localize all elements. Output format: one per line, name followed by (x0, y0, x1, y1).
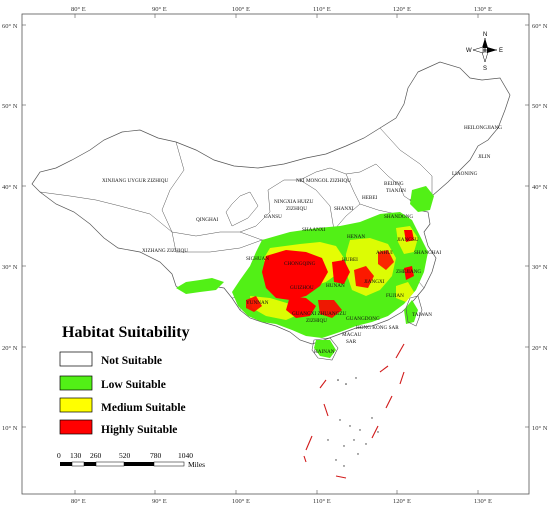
label-xizang: XIZHANG ZIZHIQU (142, 248, 188, 254)
label-gansu: GANSU (264, 214, 282, 220)
legend-label-medium-suitable: Medium Suitable (101, 402, 186, 414)
label-shandong: SHANDONG (384, 214, 413, 220)
tick-right-40: 40° N (532, 184, 548, 191)
tick-bottom-100: 100° E (232, 498, 250, 505)
legend-swatch-highly-suitable (59, 419, 93, 435)
tick-top-80: 80° E (71, 6, 86, 13)
hainan-outline (311, 337, 339, 361)
tick-left-20: 20° N (2, 345, 18, 352)
label-jiangxi: JIANGXI (364, 279, 385, 285)
tick-left-10: 10° N (2, 425, 18, 432)
taiwan-outline (405, 295, 423, 327)
south-china-sea-dashes (303, 343, 405, 479)
label-fujian: FUJIAN (386, 293, 404, 299)
tick-top-120: 120° E (393, 6, 411, 13)
label-macau-a: MACAU (342, 332, 362, 338)
frame-tick-marks (22, 14, 529, 494)
label-hongkong: HONG KONG SAR (356, 325, 399, 331)
tick-top-100: 100° E (232, 6, 250, 13)
scale-tick-780: 780 (150, 451, 162, 460)
scale-tick-520: 520 (119, 451, 131, 460)
label-heilongjiang: HEILONGJIANG (464, 125, 502, 131)
tick-bottom-80: 80° E (71, 498, 86, 505)
tick-right-10: 10° N (532, 425, 548, 432)
label-ningxia-b: ZIZHIQU (286, 206, 307, 212)
tick-left-40: 40° N (2, 184, 18, 191)
compass-e: E (499, 48, 503, 54)
tick-bottom-110: 110° E (313, 498, 331, 505)
label-neimongol: NEI MONGOL ZIZHIQU (296, 178, 351, 184)
legend-swatch-low-suitable (59, 375, 93, 391)
label-hebei: HEBEI (362, 195, 378, 201)
scale-tick-130: 130 (70, 451, 82, 460)
label-shaanxi: SHAANXI (302, 227, 326, 233)
label-qinghai: QINGHAI (196, 217, 218, 223)
tick-bottom-120: 120° E (393, 498, 411, 505)
label-xinjiang: XINJIANG UYGUR ZIZHIQU (102, 178, 169, 184)
tick-bottom-130: 130° E (474, 498, 492, 505)
highly-suitable-region (246, 230, 414, 318)
tick-left-50: 50° N (2, 103, 18, 110)
label-guangxi-a: GUANGXI ZHUANGZU (292, 311, 347, 317)
legend-label-low-suitable: Low Suitable (101, 379, 166, 391)
label-ningxia-a: NINGXIA HUIZU (274, 199, 314, 205)
compass-n: N (483, 32, 487, 38)
label-hainan: HAINAN (314, 349, 335, 355)
compass-s: S (483, 66, 487, 72)
label-macau-b: SAR (346, 339, 357, 345)
label-tianjin: TIANJIN (386, 188, 406, 194)
label-hubei: HUBEI (342, 257, 358, 263)
label-zhejiang: ZHEJIANG (396, 269, 421, 275)
label-liaoning: LIAONING (452, 171, 478, 177)
islands (327, 377, 379, 467)
label-hunan: HUNAN (326, 283, 345, 289)
label-yunnan: YUNNAN (246, 300, 269, 306)
label-shanxi: SHANXI (334, 206, 354, 212)
scale-tick-0: 0 (57, 451, 61, 460)
tick-left-60: 60° N (2, 23, 18, 30)
label-taiwan: TAIWAN (412, 312, 432, 318)
compass-w: W (466, 48, 472, 54)
scale-tick-260: 260 (90, 451, 102, 460)
label-chongqing: CHONGQING (284, 261, 316, 267)
label-anhui: ANHUI (376, 250, 393, 256)
label-guangxi-b: ZIZHIQU (306, 318, 327, 324)
label-jiangsu: JIANGSU (397, 237, 419, 243)
scale-unit: Miles (188, 460, 205, 469)
tick-left-30: 30° N (2, 264, 18, 271)
legend-label-highly-suitable: Highly Suitable (101, 424, 177, 436)
label-sichuan: SICHUAN (246, 256, 269, 262)
label-shanghai: SHANGHAI (414, 250, 441, 256)
legend-title: Habitat Suitability (62, 324, 190, 341)
label-beijing: BEIJING (384, 181, 404, 187)
legend-swatch-medium-suitable (59, 397, 93, 413)
tick-right-50: 50° N (532, 103, 548, 110)
label-guangdong: GUANGDONG (346, 316, 380, 322)
tick-right-60: 60° N (532, 23, 548, 30)
legend-swatch-not-suitable (59, 351, 93, 367)
label-jilin: JILIN (478, 154, 491, 160)
tick-bottom-90: 90° E (152, 498, 167, 505)
scale-bar: 0 130 260 520 780 1040 Miles (57, 451, 205, 469)
label-guizhou: GUIZHOU (290, 285, 314, 291)
scale-tick-1040: 1040 (178, 451, 193, 460)
tick-top-110: 110° E (313, 6, 331, 13)
tick-right-30: 30° N (532, 264, 548, 271)
label-henan: HENAN (347, 234, 365, 240)
legend-label-not-suitable: Not Suitable (101, 355, 162, 367)
legend: Habitat Suitability Not Suitable Low Sui… (59, 324, 190, 436)
tick-right-20: 20° N (532, 345, 548, 352)
tick-top-90: 90° E (152, 6, 167, 13)
compass-rose: N S E W (466, 32, 503, 72)
tick-top-130: 130° E (474, 6, 492, 13)
